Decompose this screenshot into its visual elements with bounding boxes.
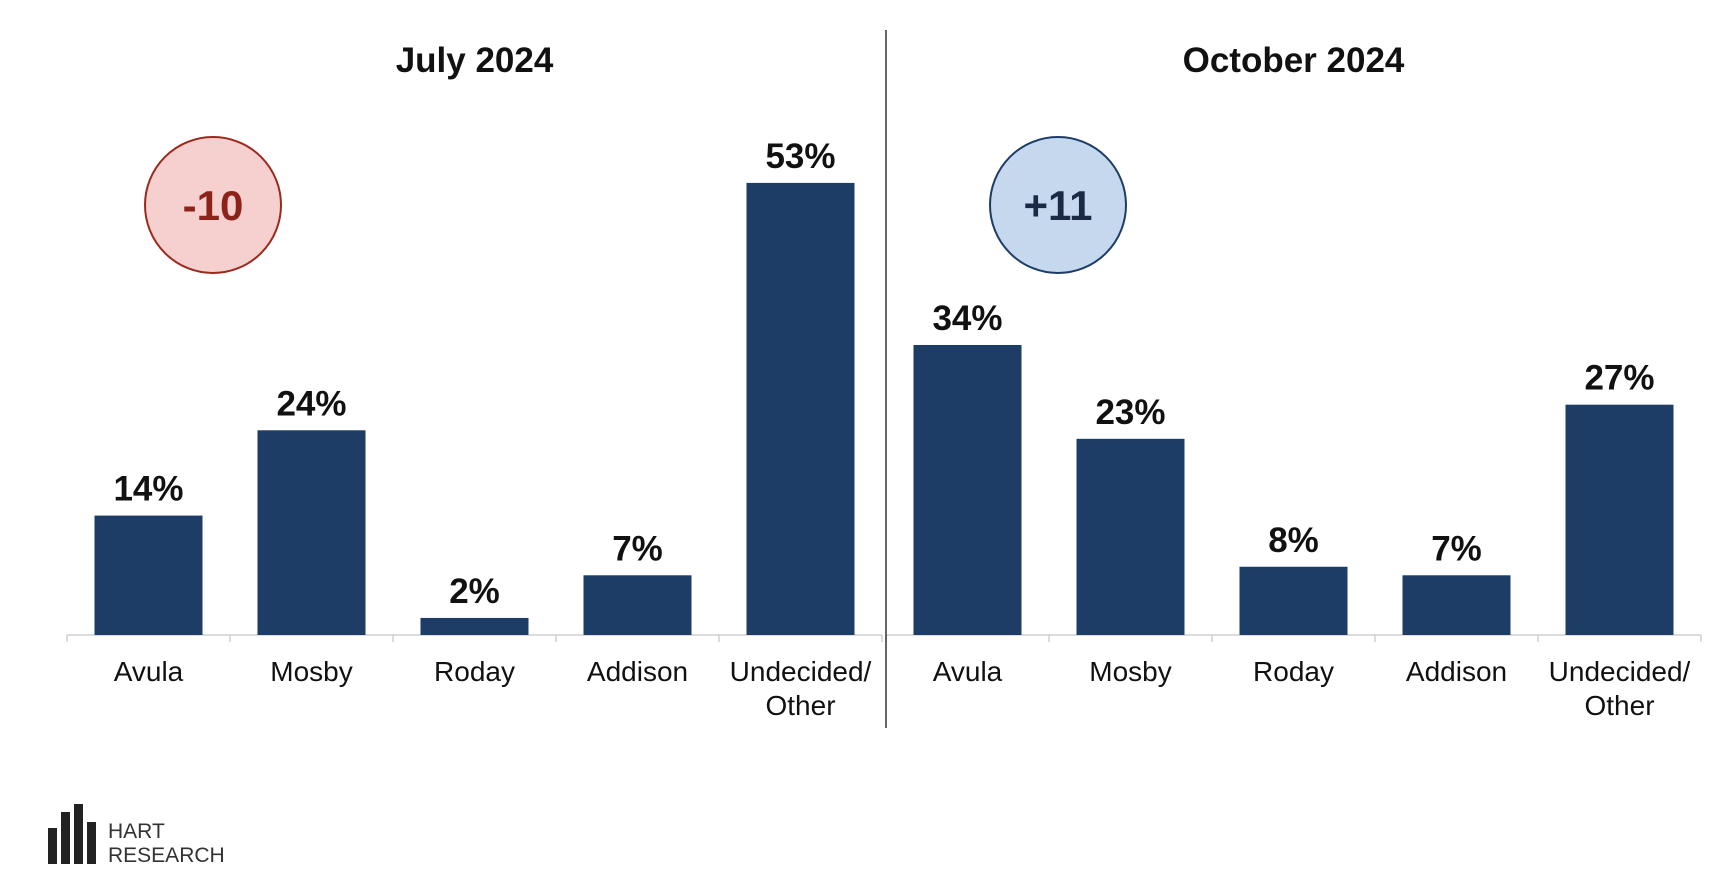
panel-title: July 2024	[396, 41, 554, 80]
badge-circle	[144, 136, 282, 274]
chart-panel-2: October 2024 34% Avula 23% Mosby 8% Roday 7% Add…	[885, 41, 1702, 721]
bar-4	[583, 575, 692, 635]
value-label: 8%	[1268, 521, 1319, 560]
bar-3	[1239, 566, 1348, 635]
value-label: 34%	[932, 299, 1002, 338]
badge-circle	[989, 136, 1127, 274]
bar-2	[1076, 438, 1185, 635]
bar-5	[1565, 404, 1674, 635]
bar-4	[1402, 575, 1511, 635]
category-label: Avula	[933, 656, 1003, 687]
value-label: 24%	[276, 384, 346, 423]
bar-1	[94, 515, 203, 635]
category-label: Undecided/Other	[730, 656, 872, 721]
logo-line1: HART	[108, 820, 165, 843]
category-label: Mosby	[1089, 656, 1171, 687]
category-label: Roday	[1253, 656, 1334, 687]
category-label: Mosby	[270, 656, 352, 687]
change-badge: +11	[989, 136, 1127, 274]
badge-text: +11	[1024, 182, 1093, 229]
category-label: Avula	[114, 656, 184, 687]
value-label: 23%	[1095, 393, 1165, 432]
value-label: 7%	[612, 529, 663, 568]
chart-panel-1: July 2024 14% Avula 24% Mosby 2% Roday 7% Addiso…	[66, 41, 883, 721]
value-label: 53%	[765, 137, 835, 176]
category-label: Roday	[434, 656, 515, 687]
value-label: 2%	[449, 572, 500, 611]
hart-research-logo: HART RESEARCH	[48, 804, 225, 867]
bar-3	[420, 617, 529, 635]
category-label: Undecided/Other	[1549, 656, 1691, 721]
badge-text: -10	[183, 182, 244, 229]
value-label: 7%	[1431, 529, 1482, 568]
category-label: Addison	[1406, 656, 1507, 687]
change-badge: -10	[144, 136, 282, 274]
bar-2	[257, 430, 366, 635]
value-label: 14%	[113, 470, 183, 509]
bar-5	[746, 182, 855, 635]
panel-title: October 2024	[1183, 41, 1405, 80]
category-label: Addison	[587, 656, 688, 687]
bar-1	[913, 344, 1022, 635]
logo-line2: RESEARCH	[108, 844, 225, 867]
value-label: 27%	[1584, 359, 1654, 398]
chart-panels: July 2024 14% Avula 24% Mosby 2% Roday 7% Addiso…	[66, 41, 1702, 721]
